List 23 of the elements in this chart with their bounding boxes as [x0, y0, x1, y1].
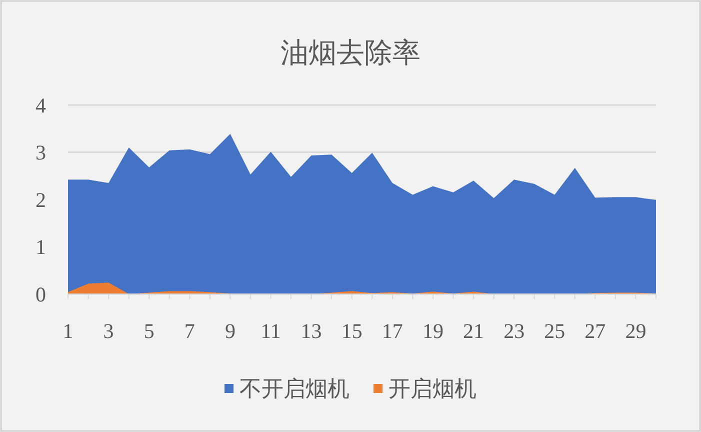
- x-tick-label: 11: [260, 319, 281, 343]
- x-tick-label: 23: [504, 319, 525, 343]
- x-tick-label: 21: [463, 319, 484, 343]
- x-tick-label: 3: [103, 319, 114, 343]
- y-tick-label: 4: [36, 93, 46, 118]
- x-tick-label: 29: [625, 319, 646, 343]
- legend-label: 开启烟机: [388, 376, 476, 401]
- x-tick-label: 25: [544, 319, 566, 343]
- legend-label: 不开启烟机: [240, 376, 350, 401]
- x-tick-label: 9: [224, 319, 236, 343]
- x-tick-label: 27: [584, 319, 606, 343]
- x-tick-label: 15: [341, 319, 362, 343]
- y-tick-label: 1: [36, 235, 46, 260]
- y-tick-label: 2: [36, 188, 46, 212]
- chart-title: 油烟去除率: [280, 38, 420, 69]
- x-tick-label: 1: [62, 319, 74, 343]
- x-tick-label: 5: [144, 319, 154, 343]
- x-tick-label: 7: [184, 319, 195, 343]
- x-tick-label: 19: [422, 319, 444, 343]
- x-tick-label: 13: [300, 319, 322, 343]
- y-tick-label: 3: [36, 140, 46, 165]
- y-tick-label: 0: [36, 282, 46, 306]
- x-tick-label: 17: [382, 319, 403, 343]
